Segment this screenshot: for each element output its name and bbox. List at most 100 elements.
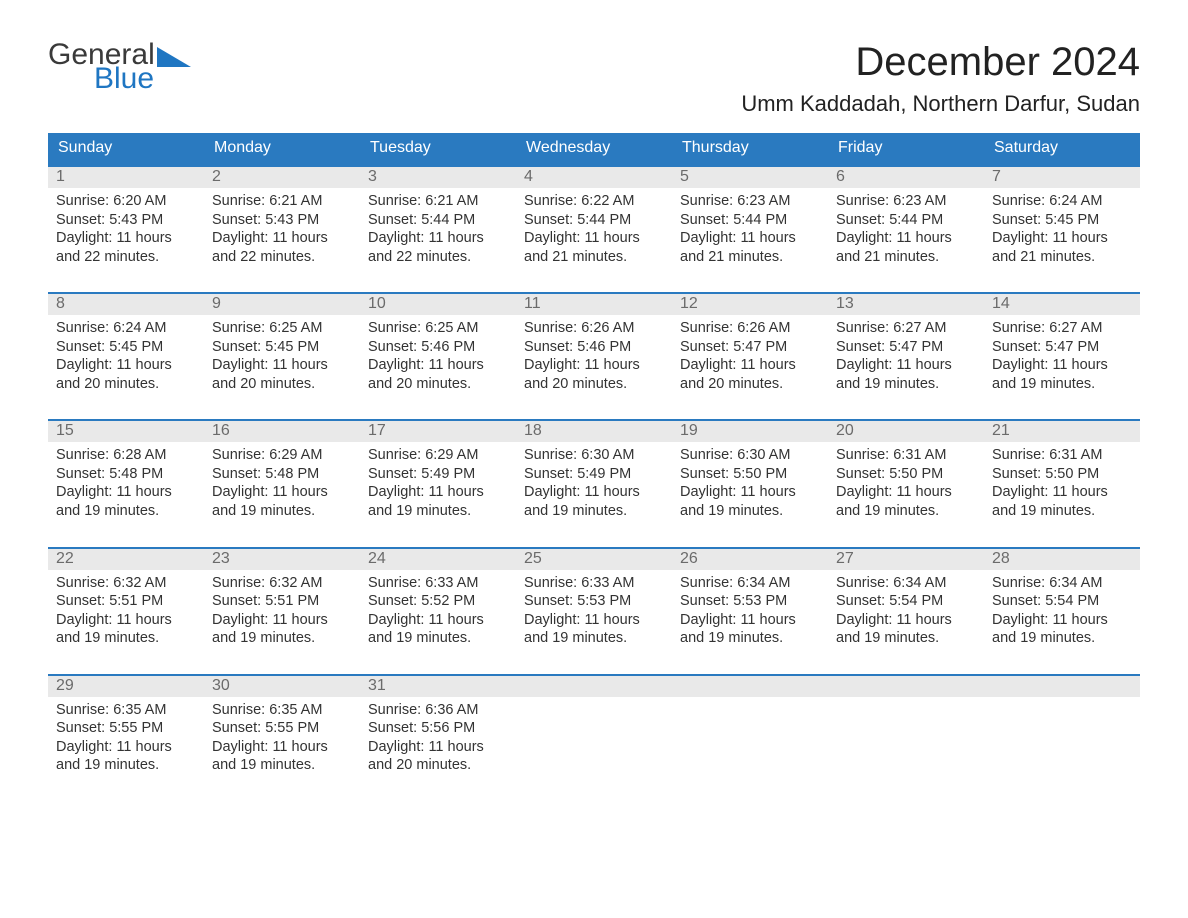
day-cell: Sunrise: 6:34 AMSunset: 5:53 PMDaylight:… xyxy=(672,570,828,648)
sunset-line: Sunset: 5:49 PM xyxy=(368,465,508,484)
day-cell: Sunrise: 6:24 AMSunset: 5:45 PMDaylight:… xyxy=(984,188,1140,266)
day-number: 31 xyxy=(360,676,516,697)
day-number: 8 xyxy=(48,294,204,315)
day-number: 3 xyxy=(360,167,516,188)
daylight-line: Daylight: 11 hours and 21 minutes. xyxy=(836,229,976,266)
daylight-line: Daylight: 11 hours and 20 minutes. xyxy=(368,738,508,775)
day-cell: Sunrise: 6:33 AMSunset: 5:52 PMDaylight:… xyxy=(360,570,516,648)
day-cell: Sunrise: 6:33 AMSunset: 5:53 PMDaylight:… xyxy=(516,570,672,648)
day-number: 18 xyxy=(516,421,672,442)
sunrise-line: Sunrise: 6:25 AM xyxy=(212,319,352,338)
day-number xyxy=(984,676,1140,697)
dow-friday: Friday xyxy=(828,133,984,165)
day-cell: Sunrise: 6:31 AMSunset: 5:50 PMDaylight:… xyxy=(828,442,984,520)
day-cell: Sunrise: 6:29 AMSunset: 5:49 PMDaylight:… xyxy=(360,442,516,520)
sunrise-line: Sunrise: 6:20 AM xyxy=(56,192,196,211)
sunset-line: Sunset: 5:48 PM xyxy=(56,465,196,484)
day-of-week-header: SundayMondayTuesdayWednesdayThursdayFrid… xyxy=(48,133,1140,165)
sunrise-line: Sunrise: 6:27 AM xyxy=(992,319,1132,338)
week-row: 22232425262728Sunrise: 6:32 AMSunset: 5:… xyxy=(48,547,1140,648)
sunset-line: Sunset: 5:44 PM xyxy=(368,211,508,230)
sunset-line: Sunset: 5:47 PM xyxy=(836,338,976,357)
day-cell: Sunrise: 6:25 AMSunset: 5:45 PMDaylight:… xyxy=(204,315,360,393)
daylight-line: Daylight: 11 hours and 19 minutes. xyxy=(992,611,1132,648)
daylight-line: Daylight: 11 hours and 22 minutes. xyxy=(212,229,352,266)
daylight-line: Daylight: 11 hours and 19 minutes. xyxy=(992,356,1132,393)
day-number: 30 xyxy=(204,676,360,697)
day-number: 10 xyxy=(360,294,516,315)
sunset-line: Sunset: 5:44 PM xyxy=(524,211,664,230)
day-cell: Sunrise: 6:35 AMSunset: 5:55 PMDaylight:… xyxy=(204,697,360,775)
daylight-line: Daylight: 11 hours and 21 minutes. xyxy=(524,229,664,266)
sunset-line: Sunset: 5:50 PM xyxy=(992,465,1132,484)
dow-wednesday: Wednesday xyxy=(516,133,672,165)
daylight-line: Daylight: 11 hours and 19 minutes. xyxy=(524,611,664,648)
day-cell: Sunrise: 6:22 AMSunset: 5:44 PMDaylight:… xyxy=(516,188,672,266)
week-row: 15161718192021Sunrise: 6:28 AMSunset: 5:… xyxy=(48,419,1140,520)
daylight-line: Daylight: 11 hours and 19 minutes. xyxy=(212,738,352,775)
day-cell: Sunrise: 6:32 AMSunset: 5:51 PMDaylight:… xyxy=(204,570,360,648)
sunrise-line: Sunrise: 6:29 AM xyxy=(212,446,352,465)
sunrise-line: Sunrise: 6:32 AM xyxy=(56,574,196,593)
day-cell: Sunrise: 6:26 AMSunset: 5:47 PMDaylight:… xyxy=(672,315,828,393)
daylight-line: Daylight: 11 hours and 21 minutes. xyxy=(992,229,1132,266)
daylight-line: Daylight: 11 hours and 20 minutes. xyxy=(680,356,820,393)
day-cell: Sunrise: 6:21 AMSunset: 5:43 PMDaylight:… xyxy=(204,188,360,266)
daynum-row: 293031 xyxy=(48,676,1140,697)
day-number xyxy=(828,676,984,697)
day-cell: Sunrise: 6:26 AMSunset: 5:46 PMDaylight:… xyxy=(516,315,672,393)
day-number: 29 xyxy=(48,676,204,697)
daylight-line: Daylight: 11 hours and 19 minutes. xyxy=(56,483,196,520)
sunset-line: Sunset: 5:46 PM xyxy=(368,338,508,357)
day-cell: Sunrise: 6:36 AMSunset: 5:56 PMDaylight:… xyxy=(360,697,516,775)
day-cell: Sunrise: 6:30 AMSunset: 5:50 PMDaylight:… xyxy=(672,442,828,520)
sunset-line: Sunset: 5:49 PM xyxy=(524,465,664,484)
day-number: 6 xyxy=(828,167,984,188)
day-cell: Sunrise: 6:31 AMSunset: 5:50 PMDaylight:… xyxy=(984,442,1140,520)
daynum-row: 22232425262728 xyxy=(48,549,1140,570)
daylight-line: Daylight: 11 hours and 19 minutes. xyxy=(836,611,976,648)
week-row: 293031Sunrise: 6:35 AMSunset: 5:55 PMDay… xyxy=(48,674,1140,775)
sunset-line: Sunset: 5:50 PM xyxy=(836,465,976,484)
day-number: 16 xyxy=(204,421,360,442)
sunset-line: Sunset: 5:44 PM xyxy=(680,211,820,230)
sunrise-line: Sunrise: 6:35 AM xyxy=(212,701,352,720)
daylight-line: Daylight: 11 hours and 19 minutes. xyxy=(992,483,1132,520)
daynum-row: 1234567 xyxy=(48,167,1140,188)
day-number xyxy=(516,676,672,697)
day-number: 1 xyxy=(48,167,204,188)
header: General Blue December 2024 Umm Kaddadah,… xyxy=(48,40,1140,117)
daylight-line: Daylight: 11 hours and 19 minutes. xyxy=(680,611,820,648)
calendar: SundayMondayTuesdayWednesdayThursdayFrid… xyxy=(48,133,1140,775)
daylight-line: Daylight: 11 hours and 21 minutes. xyxy=(680,229,820,266)
sunrise-line: Sunrise: 6:34 AM xyxy=(992,574,1132,593)
daylight-line: Daylight: 11 hours and 20 minutes. xyxy=(524,356,664,393)
sunset-line: Sunset: 5:47 PM xyxy=(680,338,820,357)
day-cell: Sunrise: 6:27 AMSunset: 5:47 PMDaylight:… xyxy=(828,315,984,393)
day-cell xyxy=(672,697,828,775)
sunrise-line: Sunrise: 6:22 AM xyxy=(524,192,664,211)
day-number xyxy=(672,676,828,697)
sunrise-line: Sunrise: 6:33 AM xyxy=(368,574,508,593)
day-number: 19 xyxy=(672,421,828,442)
brand-logo: General Blue xyxy=(48,40,191,94)
dow-thursday: Thursday xyxy=(672,133,828,165)
dow-tuesday: Tuesday xyxy=(360,133,516,165)
day-cell: Sunrise: 6:28 AMSunset: 5:48 PMDaylight:… xyxy=(48,442,204,520)
daylight-line: Daylight: 11 hours and 19 minutes. xyxy=(56,611,196,648)
week-row: 891011121314Sunrise: 6:24 AMSunset: 5:45… xyxy=(48,292,1140,393)
sunset-line: Sunset: 5:52 PM xyxy=(368,592,508,611)
day-number: 7 xyxy=(984,167,1140,188)
daylight-line: Daylight: 11 hours and 19 minutes. xyxy=(680,483,820,520)
sunrise-line: Sunrise: 6:30 AM xyxy=(680,446,820,465)
day-number: 9 xyxy=(204,294,360,315)
day-cell: Sunrise: 6:32 AMSunset: 5:51 PMDaylight:… xyxy=(48,570,204,648)
day-cell: Sunrise: 6:34 AMSunset: 5:54 PMDaylight:… xyxy=(984,570,1140,648)
week-row: 1234567Sunrise: 6:20 AMSunset: 5:43 PMDa… xyxy=(48,165,1140,266)
day-cell: Sunrise: 6:35 AMSunset: 5:55 PMDaylight:… xyxy=(48,697,204,775)
title-block: December 2024 Umm Kaddadah, Northern Dar… xyxy=(741,40,1140,117)
sunset-line: Sunset: 5:45 PM xyxy=(992,211,1132,230)
day-number: 14 xyxy=(984,294,1140,315)
day-number: 12 xyxy=(672,294,828,315)
day-number: 23 xyxy=(204,549,360,570)
